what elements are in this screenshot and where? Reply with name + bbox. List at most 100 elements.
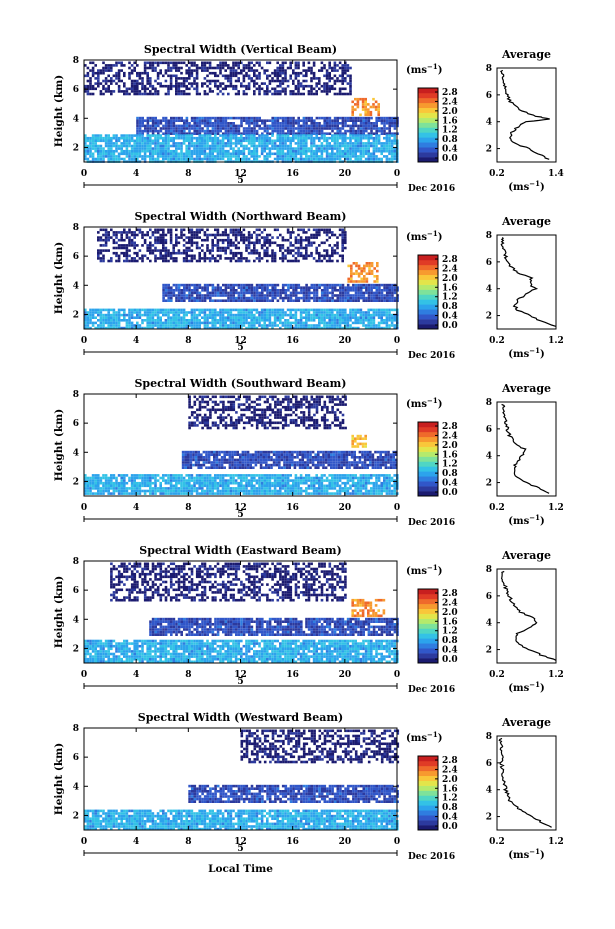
heatmap-cell [227, 66, 230, 70]
heatmap-cell [354, 108, 357, 111]
heatmap-cell [250, 299, 254, 302]
heatmap-cell [372, 311, 376, 314]
heatmap-cell [221, 233, 225, 237]
heatmap-cell [365, 262, 369, 265]
heatmap-cell [248, 283, 251, 287]
heatmap-cell [312, 142, 316, 145]
heatmap-cell [232, 254, 235, 258]
heatmap-cell [133, 152, 136, 156]
heatmap-cell [253, 82, 256, 85]
heatmap-cell [357, 321, 360, 325]
heatmap-cell [258, 61, 261, 65]
heatmap-cell [117, 326, 121, 330]
heatmap-cell [188, 236, 191, 239]
heatmap-cell [349, 152, 352, 156]
heatmap-cell [97, 82, 100, 85]
heatmap-cell [110, 69, 113, 72]
heatmap-cell [297, 324, 300, 327]
heatmap-cell [123, 149, 126, 153]
heatmap-cell [237, 92, 240, 96]
heatmap-cell [294, 308, 298, 312]
heatmap-cell [279, 74, 282, 78]
heatmap-cell [130, 90, 134, 93]
heatmap-cell [315, 231, 318, 234]
heatmap-cell [276, 147, 279, 150]
heatmap-cell [229, 231, 233, 234]
heatmap-cell [219, 84, 222, 88]
heatmap-cell [370, 134, 373, 137]
heatmap-cell [349, 316, 352, 319]
heatmap-cell [232, 286, 235, 289]
heatmap-cell [112, 308, 116, 312]
heatmap-cell [305, 246, 308, 250]
colorbar-segment [418, 142, 438, 148]
heatmap-cell [91, 69, 95, 72]
heatmap-cell [198, 142, 201, 145]
heatmap-cell [188, 92, 191, 96]
heatmap-cell [211, 319, 214, 322]
heatmap-cell [380, 311, 383, 314]
heatmap-cell [97, 77, 100, 80]
heatmap-cell [276, 144, 279, 148]
heatmap-cell [362, 316, 365, 319]
heatmap-cell [326, 122, 329, 125]
heatmap-cell [146, 155, 149, 158]
heatmap-cell [112, 311, 116, 314]
heatmap-cell [302, 132, 306, 135]
heatmap-cell [229, 400, 233, 404]
heatmap-cell [247, 326, 251, 330]
heatmap-cell [216, 74, 220, 78]
heatmap-cell [361, 108, 365, 111]
heatmap-cell [107, 144, 110, 148]
heatmap-cell [333, 127, 337, 130]
heatmap-cell [99, 157, 103, 161]
heatmap-cell [253, 326, 256, 330]
heatmap-cell [331, 136, 334, 140]
heatmap-cell [289, 129, 293, 133]
heatmap-cell [149, 77, 152, 80]
heatmap-cell [146, 124, 150, 128]
heatmap-cell [289, 136, 292, 140]
heatmap-cell [138, 136, 142, 140]
heatmap-cell [167, 149, 170, 153]
heatmap-cell [208, 64, 212, 67]
heatmap-cell [344, 129, 347, 133]
heatmap-cell [302, 69, 305, 72]
heatmap-cell [245, 398, 249, 401]
heatmap-cell [261, 283, 264, 287]
heatmap-cell [284, 87, 287, 91]
heatmap-cell [232, 324, 235, 327]
heatmap-cell [193, 69, 196, 72]
heatmap-cell [268, 291, 272, 295]
heatmap-cell [128, 136, 131, 140]
heatmap-cell [211, 122, 215, 125]
heatmap-cell [188, 403, 191, 406]
heatmap-cell [346, 294, 350, 297]
heatmap-cell [235, 283, 238, 287]
heatmap-cell [338, 149, 342, 153]
heatmap-cell [99, 136, 103, 140]
heatmap-cell [219, 413, 223, 417]
heatmap-cell [297, 149, 300, 153]
heatmap-cell [180, 144, 183, 148]
heatmap-cell [315, 134, 318, 137]
heatmap-cell [273, 316, 277, 319]
heatmap-cell [235, 418, 238, 422]
heatmap-cell [276, 84, 279, 88]
heatmap-cell [325, 82, 329, 85]
heatmap-cell [266, 316, 269, 319]
heatmap-cell [325, 321, 329, 325]
heatmap-cell [279, 129, 282, 133]
heatmap-cell [333, 142, 337, 145]
heatmap-cell [110, 236, 113, 239]
heatmap-cell [128, 259, 131, 263]
heatmap-cell [130, 233, 134, 237]
heatmap-cell [253, 92, 256, 96]
heatmap-cell [227, 326, 230, 330]
heatmap-cell [266, 157, 269, 161]
heatmap-cell [104, 313, 108, 317]
heatmap-cell [248, 127, 251, 130]
heatmap-cell [281, 259, 285, 263]
heatmap-cell [336, 236, 339, 239]
heatmap-cell [245, 321, 248, 325]
